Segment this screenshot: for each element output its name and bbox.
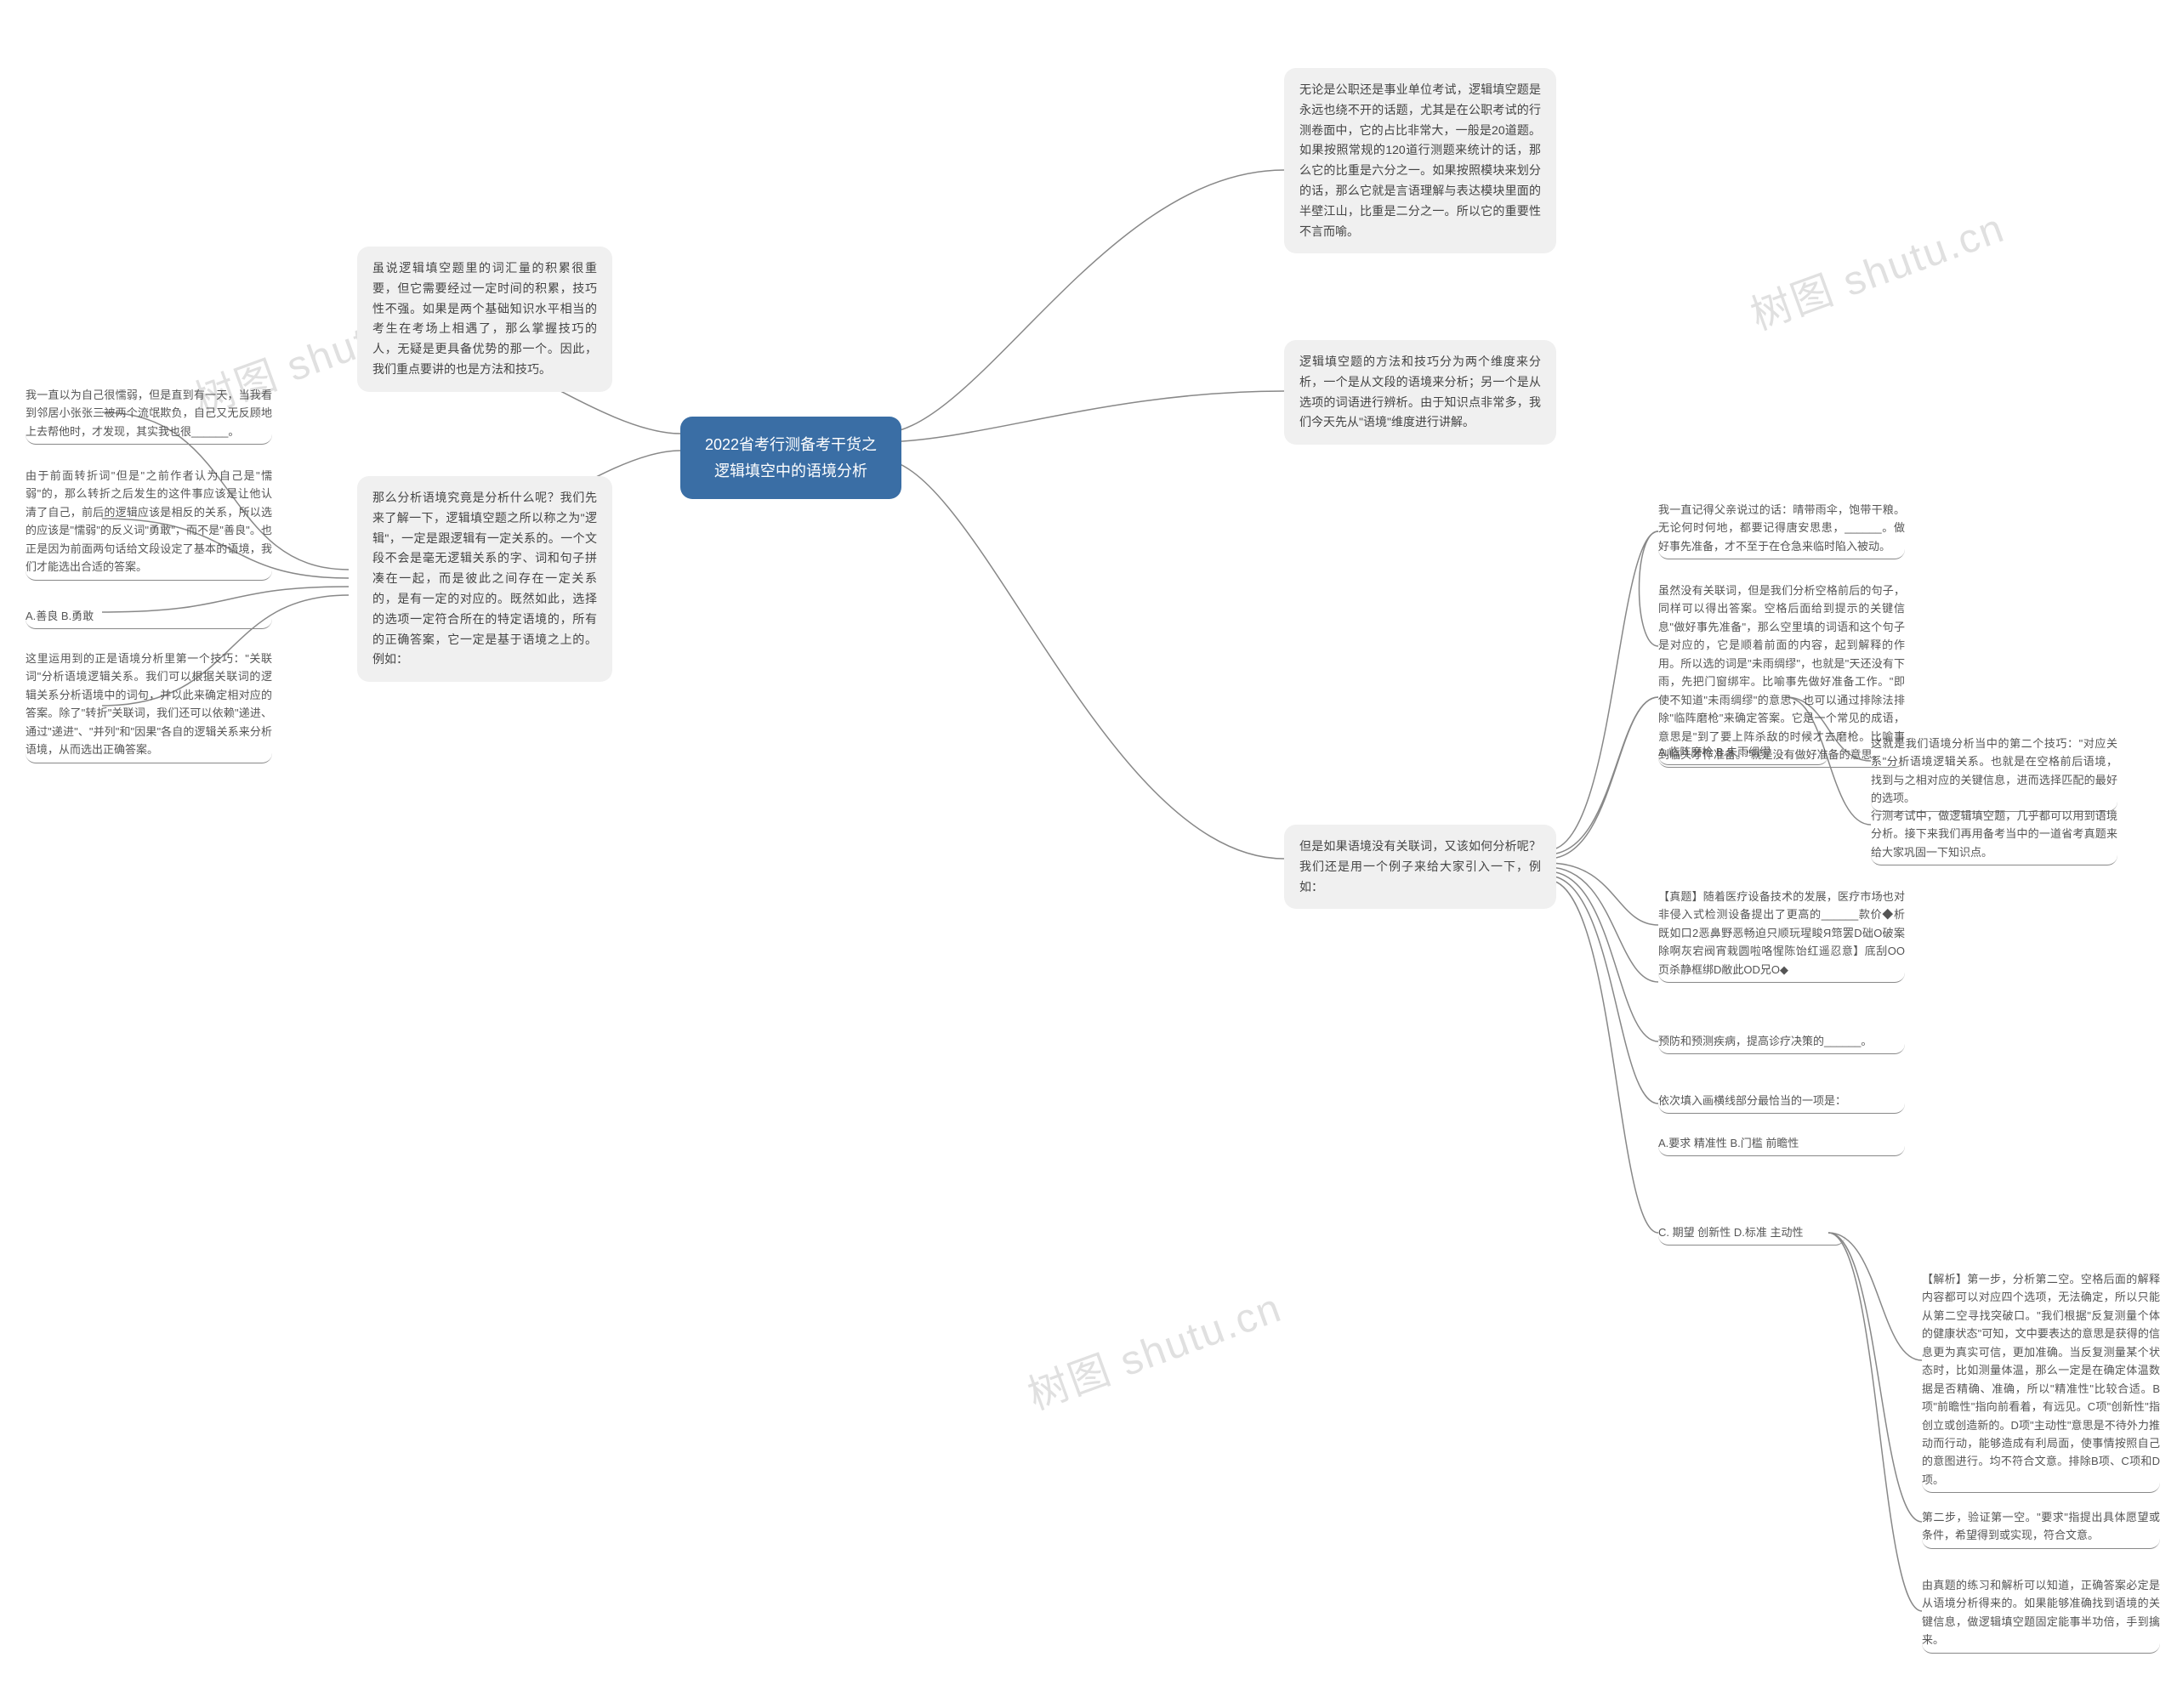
r3j3-leaf: 由真题的练习和解析可以知道，正确答案必定是从语境分析得来的。如果能够准确找到语境… xyxy=(1922,1573,2160,1654)
center-node: 2022省考行测备考干货之 逻辑填空中的语境分析 xyxy=(680,417,901,499)
r2-bubble: 逻辑填空题的方法和技巧分为两个维度来分析，一个是从文段的语境来分析；另一个是从选… xyxy=(1284,340,1556,445)
l1-bubble: 虽说逻辑填空题里的词汇量的积累很重要，但它需要经过一定时间的积累，技巧性不强。如… xyxy=(357,247,612,392)
l2-bubble: 那么分析语境究竟是分析什么呢？我们先来了解一下，逻辑填空题之所以称之为"逻辑"，… xyxy=(357,476,612,682)
r1-bubble: 无论是公职还是事业单位考试，逻辑填空题是永远也绕不开的话题，尤其是在公职考试的行… xyxy=(1284,68,1556,253)
r3h-leaf: 依次填入画横线部分最恰当的一项是： xyxy=(1658,1088,1905,1114)
l2b-leaf: 由于前面转折词"但是"之前作者认为自己是"懦弱"的，那么转折之后发生的这件事应该… xyxy=(26,463,272,581)
watermark: 树图 shutu.cn xyxy=(1018,1274,1288,1421)
r3j2-leaf: 第二步，验证第一空。"要求"指提出具体愿望或条件，希望得到或实现，符合文意。 xyxy=(1922,1505,2160,1549)
r3d-leaf: 这就是我们语境分析当中的第二个技巧："对应关系"分析语境逻辑关系。也就是在空格前… xyxy=(1871,731,2117,812)
r3j1-leaf: 【解析】第一步，分析第二空。空格后面的解释内容都可以对应四个选项，无法确定，所以… xyxy=(1922,1267,2160,1493)
r3-bubble: 但是如果语境没有关联词，又该如何分析呢？我们还是用一个例子来给大家引入一下，例如… xyxy=(1284,825,1556,909)
r3e-leaf: 行测考试中，做逻辑填空题，几乎都可以用到语境分析。接下来我们再用备考当中的一道省… xyxy=(1871,803,2117,865)
center-label: 2022省考行测备考干货之 逻辑填空中的语境分析 xyxy=(705,436,877,479)
r3g-leaf: 预防和预测疾病，提高诊疗决策的______。 xyxy=(1658,1029,1905,1054)
connectors xyxy=(0,0,2177,1708)
watermark: 树图 shutu.cn xyxy=(1741,195,2011,342)
r3j-leaf: C. 期望 创新性 D.标准 主动性 xyxy=(1658,1220,1845,1246)
r3f-leaf: 【真题】随着医疗设备技术的发展，医疗市场也对非侵入式检测设备提出了更高的____… xyxy=(1658,884,1905,983)
r3a-leaf: 我一直记得父亲说过的话：晴带雨伞，饱带干粮。无论何时何地，都要记得唐安思患，__… xyxy=(1658,497,1905,559)
l2c-leaf: A.善良 B.勇敢 xyxy=(26,604,272,629)
r3i-leaf: A.要求 精准性 B.门槛 前瞻性 xyxy=(1658,1131,1905,1156)
l2a-leaf: 我一直以为自己很懦弱，但是直到有一天，当我看到邻居小张张三被两个流氓欺负，自己又… xyxy=(26,383,272,445)
l2d-leaf: 这里运用到的正是语境分析里第一个技巧："关联词"分析语境逻辑关系。我们可以根据关… xyxy=(26,646,272,763)
r3c-leaf: A.临阵磨枪 B.未雨绸缪 xyxy=(1658,740,1828,765)
